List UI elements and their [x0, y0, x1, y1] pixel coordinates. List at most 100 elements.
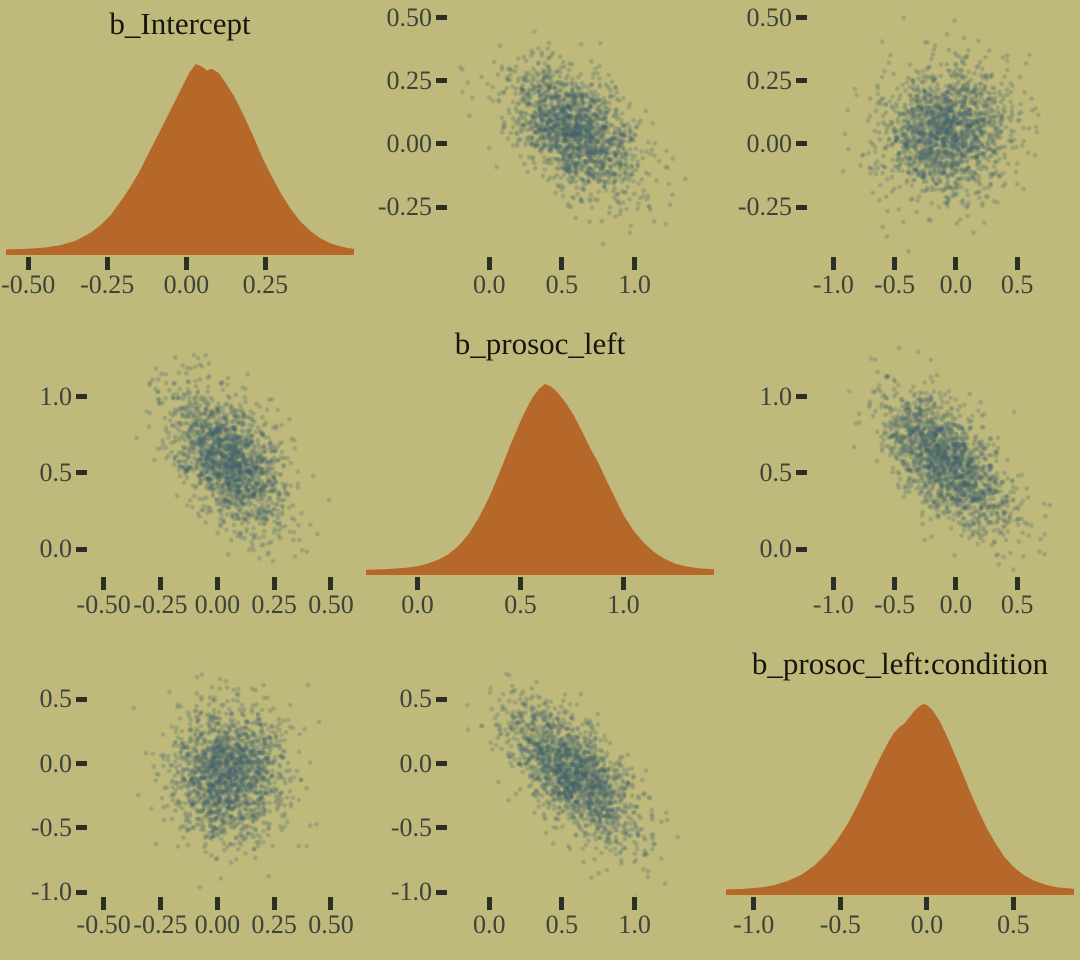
- y-tick-label: 0.25: [746, 65, 793, 95]
- x-tick-label: 0.0: [910, 910, 944, 939]
- x-tick-mark: [157, 577, 163, 590]
- x-tick-label: -1.0: [812, 270, 854, 299]
- x-tick-mark: [486, 897, 492, 910]
- x-tick-mark: [328, 577, 334, 590]
- x-tick-label: -0.50: [1, 270, 56, 299]
- y-tick-label: 0.00: [746, 128, 793, 158]
- x-tick-mark: [101, 577, 107, 590]
- y-tick-mark: [76, 546, 87, 552]
- x-tick-mark: [892, 257, 898, 270]
- y-tick-mark: [76, 394, 87, 400]
- x-tick-label: -0.25: [133, 910, 188, 939]
- y-tick-label: -0.25: [377, 192, 432, 222]
- x-tick-label: -0.5: [819, 910, 861, 939]
- y-tick-label: -1.0: [390, 877, 432, 907]
- x-tick-label: -0.25: [133, 590, 188, 619]
- x-tick-label: 0.25: [251, 910, 297, 939]
- x-tick-mark: [892, 577, 898, 590]
- scatter-points-canvas: [90, 645, 356, 895]
- panel-scatter-prosocleft-vs-intercept: 0.50 0.25 0.00 -0.25 0.0 0.5 1.0: [360, 0, 720, 320]
- scatter-points-canvas: [450, 645, 716, 895]
- y-tick-mark: [796, 78, 807, 84]
- y-tick-label: -0.5: [30, 812, 72, 842]
- x-tick-mark: [1014, 577, 1020, 590]
- x-tick-label: 0.5: [504, 590, 537, 619]
- y-tick-label: 0.00: [386, 128, 433, 158]
- panel-density-b_prosoc_left_condition: b_prosoc_left:condition -1.0 -0.5 0.0 0.5: [720, 640, 1080, 960]
- x-tick-label: 0.00: [194, 910, 241, 939]
- x-tick-label: -0.25: [80, 270, 135, 299]
- x-tick-label: 0.0: [472, 910, 506, 939]
- x-tick-mark: [183, 257, 189, 270]
- density-curve: [726, 704, 1074, 895]
- x-tick-label: 0.0: [939, 270, 973, 299]
- x-tick-mark: [953, 577, 959, 590]
- y-tick-mark: [76, 825, 87, 831]
- y-tick-label: 1.0: [759, 381, 793, 411]
- density-fill: [726, 704, 1074, 895]
- x-tick-label: 0.5: [1000, 590, 1034, 619]
- x-tick-mark: [1014, 257, 1020, 270]
- y-tick-label: 0.25: [386, 65, 433, 95]
- y-tick-label: 0.50: [746, 2, 793, 32]
- density-fill: [6, 64, 354, 255]
- x-tick-label: -0.50: [76, 590, 131, 619]
- x-tick-mark: [414, 577, 420, 590]
- x-tick-label: -0.5: [873, 590, 916, 619]
- x-tick-mark: [751, 897, 757, 910]
- y-tick-label: -0.25: [737, 192, 792, 222]
- x-tick-mark: [953, 257, 959, 270]
- x-tick-mark: [101, 897, 107, 910]
- panel-scatter-interaction-vs-intercept: 0.50 0.25 0.00 -0.25 -1.0 -0.5 0.0 0.5: [720, 0, 1080, 320]
- y-tick-mark: [436, 15, 447, 21]
- y-tick-mark: [796, 546, 807, 552]
- y-tick-mark: [436, 889, 447, 895]
- x-tick-label: 1.0: [618, 270, 651, 299]
- x-tick-label: 0.25: [242, 270, 289, 299]
- y-tick-mark: [796, 394, 807, 400]
- y-tick-mark: [796, 204, 807, 210]
- x-tick-label: 1.0: [607, 590, 640, 619]
- y-tick-mark: [436, 78, 447, 84]
- y-tick-label: 0.50: [386, 2, 433, 32]
- y-tick-mark: [796, 141, 807, 147]
- x-tick-label: 0.50: [308, 910, 354, 939]
- density-curve: [6, 64, 354, 255]
- x-tick-mark: [620, 577, 626, 590]
- scatter-points-canvas: [90, 325, 356, 575]
- x-tick-mark: [1010, 897, 1016, 910]
- x-tick-label: 1.0: [618, 910, 651, 939]
- y-tick-mark: [436, 696, 447, 702]
- x-tick-mark: [271, 577, 277, 590]
- x-tick-mark: [517, 577, 523, 590]
- panel-scatter-intercept-vs-prosocleft: 1.0 0.5 0.0 -0.50 -0.25 0.00 0.25 0.50: [0, 320, 360, 640]
- y-tick-label: 0.5: [399, 684, 433, 714]
- y-tick-mark: [76, 470, 87, 476]
- x-tick-mark: [25, 257, 31, 270]
- y-tick-mark: [796, 15, 807, 21]
- density-fill: [366, 384, 714, 575]
- y-tick-label: 0.0: [39, 748, 73, 778]
- y-tick-label: 0.0: [399, 748, 433, 778]
- x-tick-label: 0.0: [939, 590, 973, 619]
- x-tick-label: 0.5: [997, 910, 1030, 939]
- y-tick-label: 0.0: [759, 534, 793, 564]
- x-tick-mark: [328, 897, 334, 910]
- y-tick-mark: [436, 761, 447, 767]
- x-tick-label: 0.00: [194, 590, 241, 619]
- panel-scatter-interaction-vs-prosocleft: 1.0 0.5 0.0 -1.0 -0.5 0.0 0.5: [720, 320, 1080, 640]
- y-tick-label: 0.5: [39, 457, 73, 487]
- panel-density-b_Intercept: b_Intercept -0.50 -0.25 0.00 0.25: [0, 0, 360, 320]
- density-curve: [366, 384, 714, 575]
- x-tick-mark: [632, 897, 638, 910]
- x-tick-mark: [632, 257, 638, 270]
- x-tick-mark: [837, 897, 843, 910]
- x-tick-mark: [214, 897, 220, 910]
- y-tick-label: 1.0: [39, 381, 73, 411]
- y-tick-label: -0.5: [390, 812, 432, 842]
- x-tick-mark: [157, 897, 163, 910]
- x-tick-mark: [830, 257, 836, 270]
- x-tick-mark: [559, 257, 565, 270]
- x-tick-label: -0.50: [76, 910, 131, 939]
- x-tick-label: -1.0: [812, 590, 854, 619]
